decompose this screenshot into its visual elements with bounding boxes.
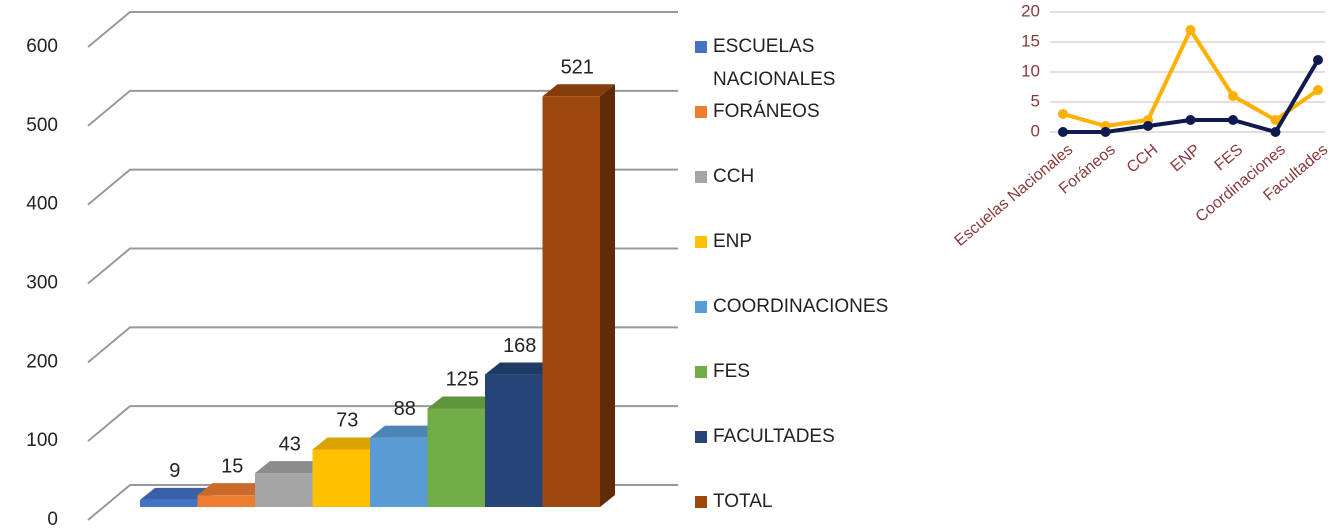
bar-front	[197, 495, 255, 507]
legend-swatch	[695, 366, 707, 378]
bar-top	[197, 483, 270, 496]
legend-swatch	[695, 41, 707, 53]
data-label: 15	[221, 455, 243, 477]
point	[1058, 109, 1068, 119]
legend-item: ESCUELAS NACIONALES	[695, 30, 883, 96]
grid-line	[87, 168, 678, 206]
bar-front	[427, 408, 485, 507]
bar-top	[485, 362, 558, 375]
legend-item: FACULTADES	[695, 420, 835, 453]
legend-item: COORDINACIONES	[695, 290, 889, 323]
point	[1100, 127, 1111, 137]
bar-front	[370, 437, 428, 507]
grid-line	[87, 326, 678, 364]
legend-swatch	[695, 431, 707, 443]
data-label: 168	[503, 335, 536, 357]
point	[1228, 115, 1238, 125]
x-tick-label: FES	[1212, 141, 1247, 174]
legend-item: FES	[695, 355, 750, 388]
bar	[312, 437, 385, 507]
line	[1062, 28, 1320, 128]
y-tick-label: 400	[26, 194, 58, 215]
grid-line	[87, 89, 678, 127]
bar-top	[255, 461, 328, 474]
bar-front	[140, 499, 198, 507]
point	[1270, 115, 1281, 125]
legend-swatch	[695, 496, 707, 508]
bar-front	[255, 473, 313, 507]
legend-swatch	[695, 171, 707, 183]
bar-front	[312, 449, 370, 507]
x-tick-label: Escuelas Nacionales	[952, 141, 1077, 250]
y-tick-label: 600	[26, 36, 58, 57]
y-tick-label: 500	[26, 115, 58, 136]
legend-label: FES	[713, 361, 750, 382]
data-label: 73	[336, 410, 358, 432]
bar-top	[427, 396, 500, 409]
data-label: 9	[169, 460, 180, 482]
y-tick-label: 300	[26, 273, 58, 294]
legend-item: CCH	[695, 160, 754, 193]
point	[1313, 85, 1323, 95]
legend-swatch	[695, 301, 707, 313]
legend-label: FORÁNEOS	[713, 101, 820, 122]
point	[1313, 55, 1323, 65]
legend-label: FACULTADES	[713, 426, 835, 447]
data-label: 521	[561, 57, 594, 79]
bar-side	[600, 84, 615, 508]
legend-swatch	[695, 236, 707, 248]
point	[1185, 115, 1196, 125]
bar-top	[542, 84, 615, 97]
legend-label: CCH	[713, 166, 755, 187]
grid-line	[87, 247, 678, 285]
bar-front	[485, 374, 543, 507]
y-tick-label: 0	[47, 509, 58, 530]
point	[1143, 121, 1153, 131]
bar	[542, 84, 615, 508]
bar-top	[370, 425, 443, 438]
y-tick-label: 5	[1031, 91, 1040, 110]
x-tick-label: CCH	[1124, 141, 1161, 176]
point	[1185, 25, 1196, 35]
legend-label: TOTAL	[713, 491, 773, 512]
data-label: 88	[394, 398, 416, 420]
legend-label: ESCUELAS NACIONALES	[713, 36, 836, 90]
data-label: 125	[446, 369, 479, 391]
y-tick-label: 20	[1021, 1, 1040, 20]
bar-top	[312, 437, 385, 450]
point	[1228, 91, 1238, 101]
y-tick-label: 0	[1031, 121, 1040, 140]
legend-swatch	[695, 106, 707, 118]
y-tick-label: 200	[26, 351, 58, 372]
legend-item: ENP	[695, 225, 752, 258]
bar-top	[140, 487, 213, 500]
y-tick-label: 15	[1021, 31, 1040, 50]
legend-item: TOTAL	[695, 485, 772, 518]
x-tick-label: ENP	[1168, 141, 1204, 175]
grid-line	[87, 11, 678, 48]
y-tick-label: 10	[1021, 61, 1040, 80]
y-tick-label: 100	[26, 430, 58, 451]
data-label: 43	[279, 433, 301, 455]
legend-label: ENP	[713, 231, 753, 252]
point	[1058, 127, 1068, 137]
point	[1270, 127, 1281, 137]
bar-front	[542, 96, 600, 508]
legend-label: COORDINACIONES	[713, 296, 889, 317]
legend-item: FORÁNEOS	[695, 95, 820, 128]
